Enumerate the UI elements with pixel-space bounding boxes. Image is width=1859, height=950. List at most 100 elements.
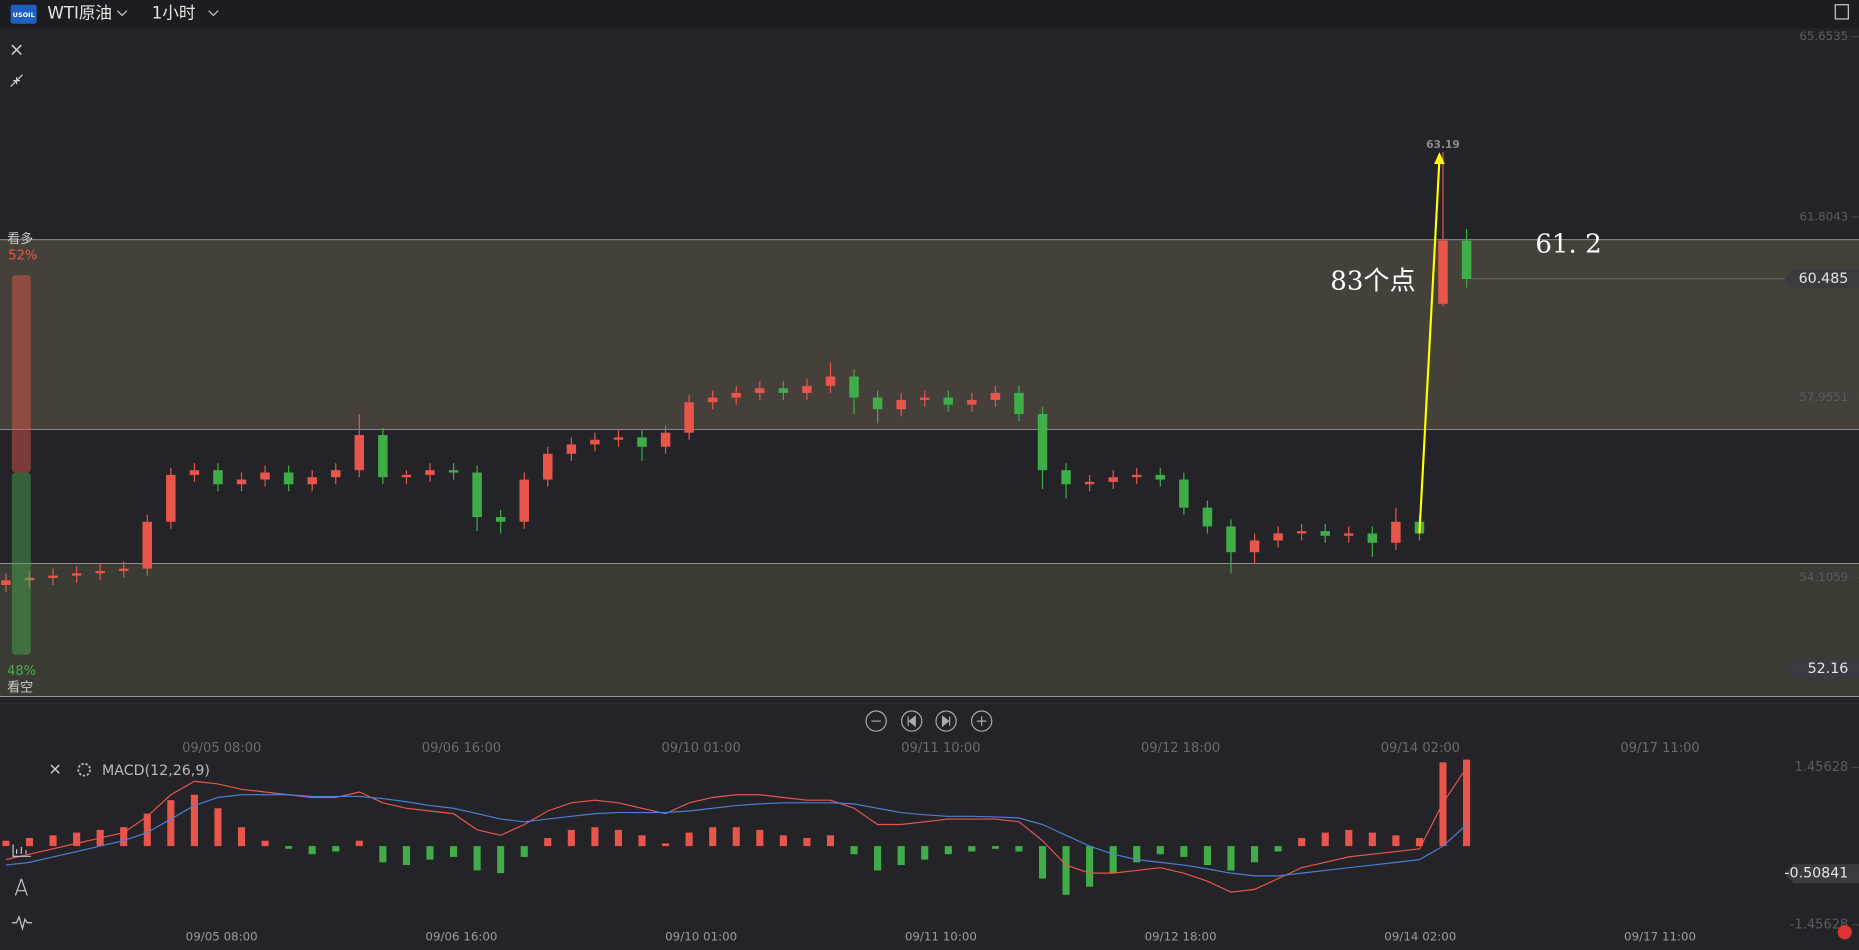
scroll-start-icon — [907, 715, 916, 728]
candle-body — [919, 397, 930, 400]
x-tick-label: 09/05 08:00 — [186, 929, 258, 943]
candle-body — [990, 392, 1001, 400]
macd-bar — [1463, 759, 1471, 847]
macd-bar — [332, 846, 340, 852]
candle-body — [1, 580, 11, 585]
macd-bar — [449, 846, 458, 857]
candle-body — [472, 472, 482, 518]
candle-body — [260, 472, 270, 480]
macd-bar — [850, 846, 858, 855]
macd-pane: 1.45628 -1.45628 -0.50841 — [2, 759, 1859, 932]
macd-bar — [49, 835, 57, 847]
macd-bar — [214, 808, 222, 847]
x-tick-label: 09/12 18:00 — [1141, 741, 1220, 756]
macd-bar — [143, 813, 151, 847]
candle-body — [590, 439, 600, 445]
zoom-out-button[interactable] — [865, 710, 887, 732]
symbol-dropdown[interactable] — [116, 10, 128, 17]
zoom-in-icon — [976, 716, 987, 726]
y-tick-label: 61.8043 — [1799, 210, 1848, 224]
macd-bar — [921, 846, 929, 860]
macd-bar — [685, 832, 693, 847]
macd-bar — [1415, 837, 1424, 847]
candle-body — [425, 470, 435, 475]
macd-close-button[interactable] — [50, 764, 60, 774]
drawing-tool[interactable] — [14, 878, 28, 896]
candle-body — [378, 435, 388, 478]
x-tick-label: 09/11 10:00 — [901, 741, 980, 756]
macd-bar — [237, 827, 246, 847]
macd-bar — [1086, 846, 1094, 887]
sentiment-value: 52% — [8, 249, 37, 264]
zoom-in-button[interactable] — [970, 710, 993, 732]
main-pane: 65.6535 61.8043 57.9551 54.1059 60.485 52.16 6… — [0, 29, 1859, 697]
macd-bar — [190, 794, 198, 847]
candle-body — [778, 388, 789, 393]
candle-body — [566, 444, 577, 454]
macd-bar — [1015, 846, 1023, 852]
sentiment-value: 48% — [7, 664, 36, 679]
candle-body — [1461, 240, 1472, 280]
macd-bar — [285, 846, 293, 849]
candle-body — [967, 399, 977, 405]
candle-body — [142, 521, 153, 569]
macd-bar — [638, 835, 646, 847]
macd-bar — [897, 846, 905, 866]
x-tick-label: 09/14 02:00 — [1384, 929, 1456, 943]
candle-body — [236, 479, 247, 485]
sentiment-bar — [11, 275, 31, 473]
candle-body — [1273, 533, 1283, 541]
y-tick-label: -1.45628 — [1790, 917, 1849, 932]
macd-bar — [473, 846, 481, 871]
candle-body — [331, 470, 341, 478]
candle-body — [354, 435, 365, 471]
arrow-label: 63.19 — [1426, 138, 1460, 151]
candle-body — [1438, 240, 1448, 304]
interval[interactable]: 1小时 — [152, 4, 196, 23]
price-tag — [1784, 269, 1859, 289]
zone — [0, 563, 1859, 697]
candle-body — [448, 470, 459, 473]
candle-body — [213, 470, 223, 485]
macd-bar — [2, 840, 10, 847]
candle-body — [872, 397, 883, 410]
x-tick-label: 09/17 11:00 — [1620, 741, 1699, 756]
macd-bar — [355, 840, 363, 847]
symbol[interactable]: WTI原油 — [47, 4, 112, 23]
macd-bar — [402, 846, 410, 866]
macd-bar — [1038, 846, 1047, 879]
x-tick-label: 09/17 11:00 — [1624, 929, 1696, 943]
candle-body — [495, 517, 506, 522]
x-tick-label: 09/14 02:00 — [1381, 741, 1460, 756]
interval-dropdown[interactable] — [208, 10, 219, 17]
candle-body — [1084, 481, 1095, 485]
macd-bar — [1227, 846, 1235, 871]
alert-icon[interactable] — [1837, 925, 1852, 940]
candle-body — [1155, 474, 1166, 480]
macd-bar — [308, 846, 316, 855]
candle-body — [731, 392, 741, 398]
annotation: 83个点 — [1330, 266, 1415, 296]
zone — [0, 239, 1859, 430]
collapse-button[interactable] — [10, 74, 23, 87]
macd-bar — [732, 827, 740, 847]
scroll-start-button[interactable] — [901, 710, 923, 732]
candle-body — [1249, 540, 1260, 553]
wave-tool[interactable] — [11, 914, 33, 931]
candle-body — [1132, 474, 1142, 478]
macd-bar — [991, 846, 999, 849]
candle-body — [707, 397, 718, 403]
y-tick-label: 65.6535 — [1799, 29, 1848, 43]
candle-body — [1226, 526, 1236, 553]
scroll-end-button[interactable] — [935, 710, 957, 732]
close-button[interactable] — [11, 44, 22, 56]
macd-settings-button[interactable] — [77, 762, 91, 777]
panel-toggle[interactable] — [1834, 4, 1849, 20]
candle-body — [307, 477, 317, 485]
indicator-tool[interactable] — [12, 844, 31, 857]
candle-body — [1014, 392, 1024, 414]
y-tick-label: 57.9551 — [1799, 390, 1848, 404]
macd-bar — [426, 846, 434, 860]
candle-body — [48, 575, 58, 578]
